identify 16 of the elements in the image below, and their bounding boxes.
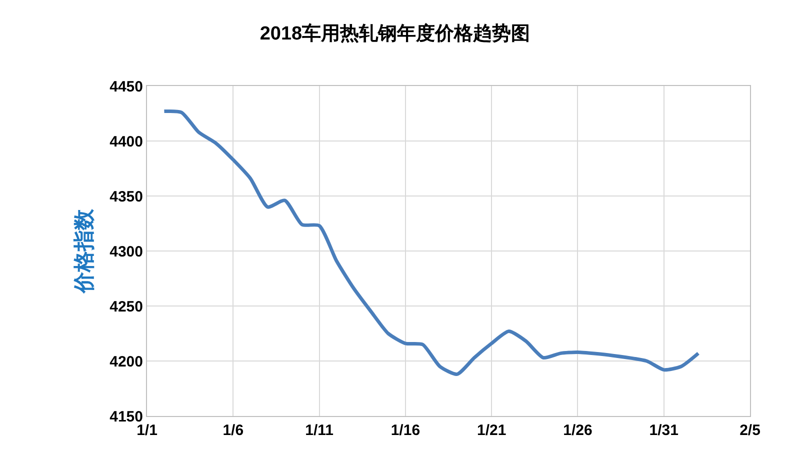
- y-tick-label: 4350: [110, 188, 143, 206]
- x-tick-label: 1/21: [476, 422, 506, 439]
- y-tick-label: 4400: [110, 133, 143, 150]
- y-tick-label: 4300: [110, 243, 143, 260]
- x-tick-label: 2/5: [740, 422, 760, 439]
- y-axis-title: 价格指数: [72, 208, 96, 294]
- y-tick-label: 4250: [110, 298, 143, 316]
- y-tick-label: 4450: [110, 78, 143, 96]
- x-tick-label: 1/16: [390, 422, 420, 439]
- chart-title: 2018车用热轧钢年度价格趋势图: [260, 22, 530, 44]
- y-tick-label: 4200: [110, 353, 143, 370]
- x-tick-label: 1/6: [222, 422, 244, 439]
- x-tick-label: 1/31: [649, 422, 678, 439]
- x-tick-label: 1/26: [563, 422, 592, 439]
- x-tick-label: 1/11: [305, 422, 334, 439]
- line-series: [162, 109, 700, 376]
